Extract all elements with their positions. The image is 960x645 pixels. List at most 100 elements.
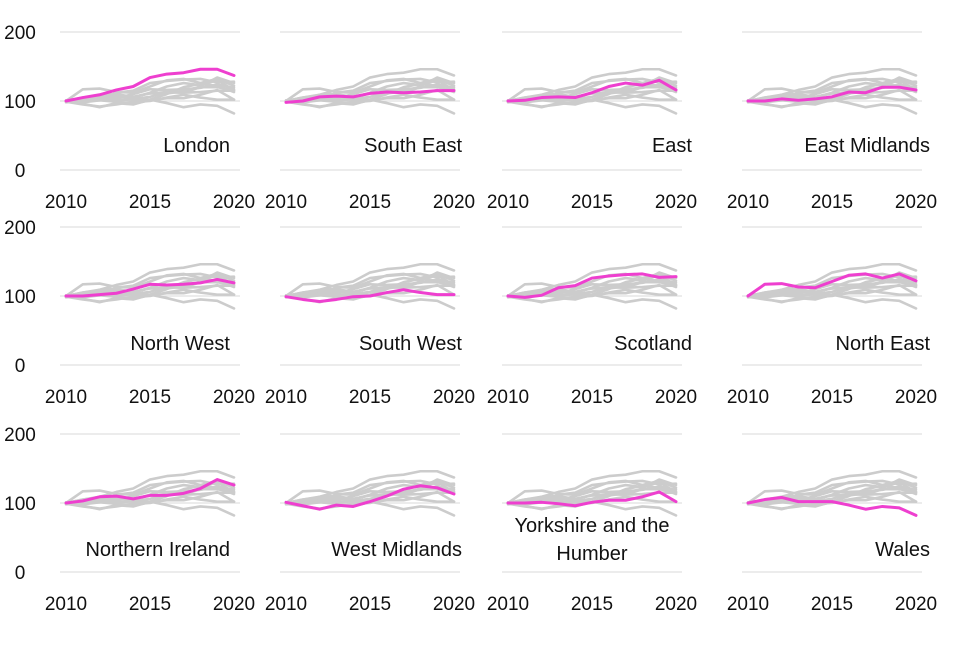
panel-label: Northern Ireland xyxy=(85,539,230,561)
x-tick-label: 2015 xyxy=(129,387,171,408)
x-tick-label: 2015 xyxy=(811,594,853,615)
highlight-line-yorkshire-and-the-humber xyxy=(506,490,678,508)
x-tick-label: 2010 xyxy=(265,594,307,615)
highlight-line-london xyxy=(64,67,236,103)
highlight-line-scotland xyxy=(506,272,678,299)
x-tick-label: 2015 xyxy=(811,192,853,213)
x-tick-label: 2010 xyxy=(265,387,307,408)
x-tick-label: 2015 xyxy=(349,192,391,213)
x-tick-label: 2010 xyxy=(727,594,769,615)
highlight-line-west-midlands xyxy=(284,484,456,511)
highlight-line-north-west xyxy=(64,277,236,298)
y-tick-label: 0 xyxy=(15,161,26,182)
panel-east-midlands: 2010 2015 2020 East Midlands xyxy=(727,31,937,213)
x-tick-label: 2020 xyxy=(213,387,255,408)
x-tick-label: 2015 xyxy=(349,387,391,408)
x-tick-label: 2020 xyxy=(655,387,697,408)
x-tick-label: 2010 xyxy=(45,192,87,213)
background-line-wales xyxy=(506,289,678,310)
panel-northern-ireland: 0 100 200 2010 2015 2020 Northern Ireland xyxy=(4,425,255,615)
panel-north-west: 0 100 200 2010 2015 2020 North West xyxy=(4,218,255,408)
background-line-north-east xyxy=(506,77,678,103)
x-tick-label: 2015 xyxy=(811,387,853,408)
panel-label: North East xyxy=(836,333,931,355)
highlight-line-northern-ireland xyxy=(64,478,236,505)
panel-label: South East xyxy=(364,135,462,157)
highlight-line-south-west xyxy=(284,288,456,304)
background-line-north-east xyxy=(506,272,678,298)
panel-west-midlands: 2010 2015 2020 West Midlands xyxy=(265,433,475,615)
background-line-north-east xyxy=(746,77,918,103)
background-line-north-east xyxy=(284,479,456,505)
background-line-wales xyxy=(506,94,678,115)
panel-label: Yorkshire and the Humber xyxy=(515,515,670,565)
background-line-wales xyxy=(284,94,456,115)
x-tick-label: 2020 xyxy=(895,192,937,213)
y-tick-label: 200 xyxy=(4,425,36,446)
highlight-line-east-midlands xyxy=(746,85,918,103)
x-tick-label: 2020 xyxy=(213,594,255,615)
background-line-wales xyxy=(746,94,918,115)
panel-south-east: 2010 2015 2020 South East xyxy=(265,31,475,213)
highlight-line-north-east xyxy=(746,272,918,298)
y-tick-label: 0 xyxy=(15,563,26,584)
panel-yorkshire-and-the-humber: 2010 2015 2020 Yorkshire and the Humber xyxy=(487,433,697,615)
y-tick-label: 100 xyxy=(4,494,36,515)
x-tick-label: 2015 xyxy=(129,594,171,615)
background-line-north-east xyxy=(506,479,678,505)
x-tick-label: 2020 xyxy=(433,192,475,213)
background-line-wales xyxy=(746,289,918,310)
background-line-wales xyxy=(64,289,236,310)
x-tick-label: 2010 xyxy=(487,594,529,615)
x-tick-label: 2010 xyxy=(487,192,529,213)
panel-wales: 2010 2015 2020 Wales xyxy=(727,433,937,615)
background-line-north-east xyxy=(284,77,456,103)
panel-label: East Midlands xyxy=(804,135,930,157)
panel-east: 2010 2015 2020 East xyxy=(487,31,697,213)
x-tick-label: 2020 xyxy=(213,192,255,213)
y-tick-label: 100 xyxy=(4,287,36,308)
panel-label: East xyxy=(652,135,692,157)
panel-scotland: 2010 2015 2020 Scotland xyxy=(487,226,697,408)
panel-label: West Midlands xyxy=(331,539,462,561)
highlight-line-wales xyxy=(746,495,918,517)
panel-label: Wales xyxy=(875,539,930,561)
panel-north-east: 2010 2015 2020 North East xyxy=(727,226,937,408)
x-tick-label: 2020 xyxy=(895,594,937,615)
x-tick-label: 2020 xyxy=(655,594,697,615)
panel-label: South West xyxy=(359,333,462,355)
x-tick-label: 2015 xyxy=(349,594,391,615)
background-line-north-east xyxy=(64,479,236,505)
x-tick-label: 2015 xyxy=(129,192,171,213)
panel-label: North West xyxy=(130,333,230,355)
x-tick-label: 2010 xyxy=(487,387,529,408)
x-tick-label: 2015 xyxy=(571,387,613,408)
x-tick-label: 2010 xyxy=(727,387,769,408)
y-tick-label: 100 xyxy=(4,92,36,113)
background-line-north-east xyxy=(746,479,918,505)
background-line-north-east xyxy=(64,77,236,103)
panel-label: London xyxy=(163,135,230,157)
y-tick-label: 200 xyxy=(4,218,36,239)
x-tick-label: 2010 xyxy=(45,594,87,615)
highlight-line-south-east xyxy=(284,89,456,104)
x-tick-label: 2020 xyxy=(655,192,697,213)
x-tick-label: 2020 xyxy=(895,387,937,408)
panel-south-west: 2010 2015 2020 South West xyxy=(265,226,475,408)
panel-label: Scotland xyxy=(614,333,692,355)
background-line-north-east xyxy=(64,272,236,298)
x-tick-label: 2010 xyxy=(45,387,87,408)
x-tick-label: 2020 xyxy=(433,594,475,615)
panel-london: 0 100 200 2010 2015 2020 London xyxy=(4,23,255,213)
y-tick-label: 200 xyxy=(4,23,36,44)
x-tick-label: 2010 xyxy=(727,192,769,213)
x-tick-label: 2015 xyxy=(571,192,613,213)
x-tick-label: 2010 xyxy=(265,192,307,213)
x-tick-label: 2020 xyxy=(433,387,475,408)
background-line-north-east xyxy=(284,272,456,298)
x-tick-label: 2015 xyxy=(571,594,613,615)
y-tick-label: 0 xyxy=(15,356,26,377)
highlight-line-east xyxy=(506,78,678,103)
